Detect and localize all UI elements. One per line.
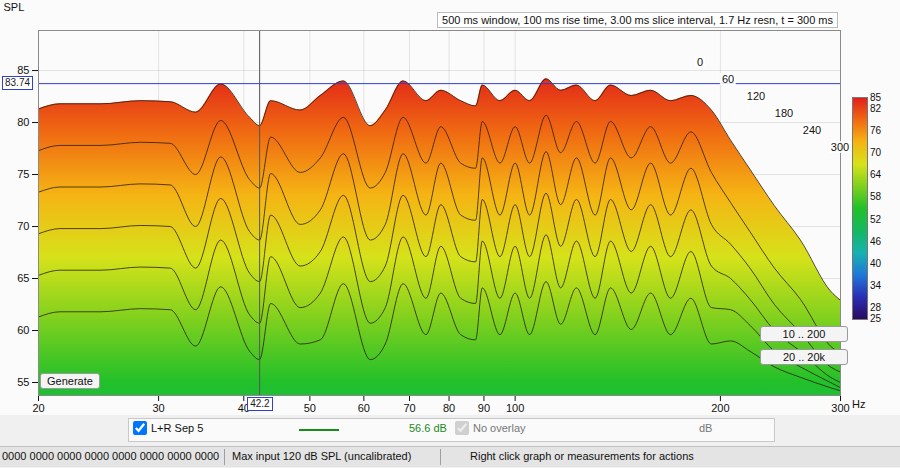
svg-text:60: 60 (17, 324, 29, 336)
html-text:34: 34 (870, 279, 882, 291)
html-text:28: 28 (870, 301, 882, 313)
svg-text:300: 300 (831, 402, 849, 414)
html-text:82: 82 (870, 102, 882, 114)
html-text:180: 180 (774, 107, 794, 119)
svg-text:70: 70 (17, 220, 29, 232)
html-text:Hz: Hz (852, 398, 866, 410)
html-text:dB: dB (699, 422, 713, 434)
html-text:10 .. 200: 10 .. 200 (782, 328, 826, 340)
html-text:120: 120 (746, 90, 766, 102)
html-text:83.74: 83.74 (5, 77, 30, 89)
svg-text:65: 65 (17, 272, 29, 284)
html-text:300: 300 (830, 141, 850, 153)
html-text:76: 76 (870, 124, 882, 136)
html-text:0000 0000 0000 0000 0000 0000: 0000 0000 0000 0000 0000 0000 0000 0000 (2, 450, 220, 462)
html-text:70: 70 (870, 146, 882, 158)
html-text:Generate: Generate (47, 375, 93, 387)
html-text:56.6 dB: 56.6 dB (409, 422, 447, 434)
svg-text:SPL: SPL (4, 1, 25, 13)
html-text:240: 240 (802, 124, 822, 136)
html-text:Right click graph or measureme: Right click graph or measurements for ac… (470, 450, 694, 462)
html-text:46: 46 (870, 235, 882, 247)
svg-text:40: 40 (237, 402, 250, 415)
svg-text:75: 75 (17, 168, 29, 180)
svg-text:90: 90 (478, 402, 490, 414)
svg-text:80: 80 (17, 116, 29, 128)
html-text:52: 52 (870, 213, 882, 224)
svg-text:85: 85 (17, 64, 29, 76)
svg-text:55: 55 (17, 376, 29, 388)
svg-text:50: 50 (304, 402, 316, 414)
svg-text:70: 70 (403, 402, 415, 414)
html-text:42.2: 42.2 (250, 398, 270, 409)
svg-text:60: 60 (358, 402, 370, 414)
html-text:No overlay: No overlay (473, 422, 526, 434)
html-text:64: 64 (870, 168, 882, 180)
html-text:40: 40 (870, 257, 882, 269)
svg-text:30: 30 (152, 402, 164, 414)
html-text:Max input 120 dB SPL (uncalibr: Max input 120 dB SPL (uncalibrated) (232, 450, 412, 462)
html-text:20 .. 20k: 20 .. 20k (782, 351, 826, 363)
html-text:25: 25 (870, 312, 882, 324)
svg-text:100: 100 (506, 402, 524, 414)
svg-text:200: 200 (711, 402, 729, 414)
svg-text:20: 20 (32, 402, 44, 414)
html-text:0: 0 (696, 56, 704, 68)
html-text:60: 60 (721, 73, 735, 85)
html-text:500 ms window, 100 ms rise tim: 500 ms window, 100 ms rise time, 3.00 ms… (442, 14, 833, 26)
html-text:58: 58 (870, 190, 882, 202)
html-text:L+R Sep 5: L+R Sep 5 (151, 422, 204, 434)
html-text:85: 85 (870, 91, 882, 103)
svg-text:80: 80 (443, 402, 455, 414)
